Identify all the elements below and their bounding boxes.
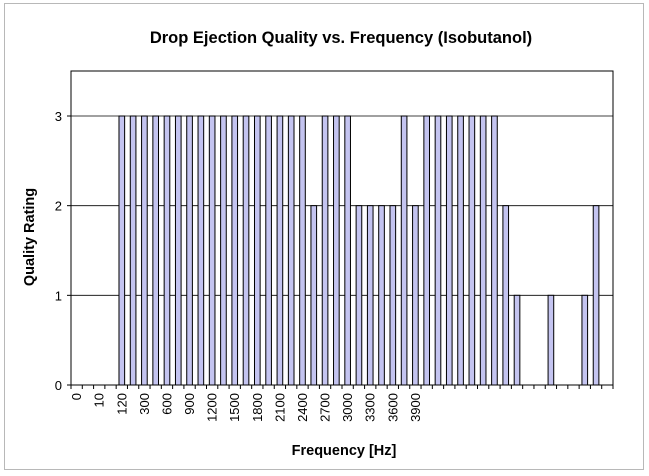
y-tick-label: 3 [55, 109, 62, 124]
bar [152, 115, 160, 386]
bar [366, 205, 374, 386]
chart-title: Drop Ejection Quality vs. Frequency (Iso… [150, 29, 532, 47]
bar [355, 205, 363, 386]
bar [118, 115, 126, 386]
x-tick-label: 300 [137, 393, 152, 415]
x-tick-label: 120 [114, 393, 129, 415]
bar [434, 115, 442, 386]
bar [479, 115, 487, 386]
x-tick-label: 2400 [295, 393, 310, 422]
bar [276, 115, 284, 386]
bar [445, 115, 453, 386]
bar [423, 115, 431, 386]
bar [174, 115, 182, 386]
bar [513, 294, 521, 386]
bar [299, 115, 306, 386]
gridlines [71, 115, 613, 296]
chart-frame: Drop Ejection Quality vs. Frequency (Iso… [4, 3, 644, 470]
x-axis-label: Frequency [Hz] [292, 443, 397, 459]
bar [491, 115, 498, 386]
bar [265, 115, 272, 386]
bar [400, 115, 408, 386]
bar [581, 294, 589, 386]
bar [457, 115, 464, 386]
bar [502, 205, 510, 386]
x-tick-label: 0 [69, 393, 84, 400]
bar [208, 115, 216, 386]
bar [129, 115, 137, 386]
bar [310, 205, 318, 386]
bar [378, 205, 385, 386]
x-tick-label: 1500 [227, 393, 242, 422]
bar [344, 115, 351, 386]
bar [141, 115, 148, 386]
bar [468, 115, 476, 386]
bar [197, 115, 205, 386]
bar [163, 115, 171, 386]
bar [253, 115, 261, 386]
x-axis-ticks: 0 10 120 300 600 900 1200 1500 1800 2100 2400 2700 3… [69, 385, 614, 422]
bar [412, 205, 419, 386]
bar [333, 115, 340, 386]
bar-chart: Drop Ejection Quality vs. Frequency (Iso… [22, 29, 614, 459]
bar [220, 115, 227, 386]
x-tick-label: 600 [159, 393, 174, 415]
x-tick-label: 10 [92, 393, 107, 407]
y-axis-ticks: 0 1 2 3 [55, 109, 71, 393]
y-tick-label: 0 [55, 378, 62, 393]
x-tick-label: 900 [182, 393, 197, 415]
x-tick-label: 1200 [205, 393, 220, 422]
x-tick-label: 3000 [340, 393, 355, 422]
x-tick-label: 2100 [272, 393, 287, 422]
bar [389, 205, 397, 386]
bar [592, 205, 600, 386]
bar [242, 115, 250, 386]
bar [186, 115, 193, 386]
x-tick-label: 2700 [318, 393, 333, 422]
y-tick-label: 2 [55, 199, 62, 214]
plot-area [70, 70, 614, 386]
bar [287, 115, 295, 386]
bars [118, 115, 600, 386]
y-axis-label: Quality Rating [22, 188, 38, 286]
x-tick-label: 3600 [385, 393, 400, 422]
bar [547, 294, 555, 386]
bar [321, 115, 329, 386]
x-tick-label: 1800 [250, 393, 265, 422]
y-tick-label: 1 [55, 288, 62, 303]
bar [231, 115, 239, 386]
x-tick-label: 3300 [363, 393, 378, 422]
x-tick-label: 3900 [408, 393, 423, 422]
